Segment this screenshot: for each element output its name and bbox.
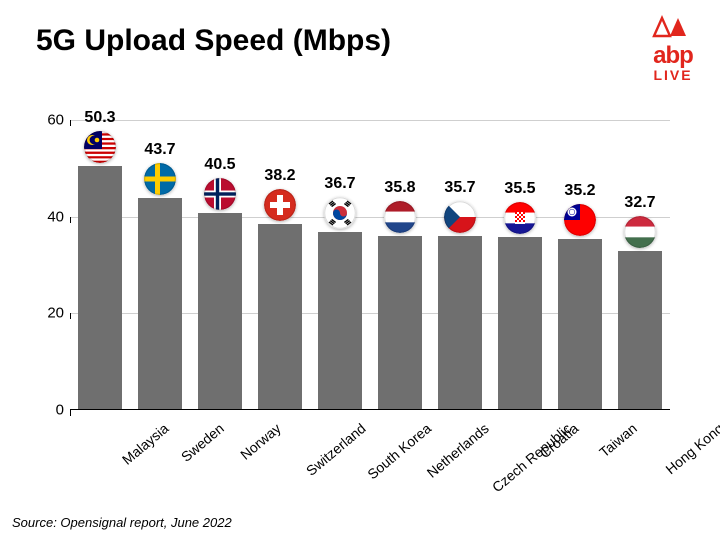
x-axis-label: Sweden xyxy=(178,420,227,465)
bar-value-label: 35.2 xyxy=(564,182,595,200)
bar-value-label: 32.7 xyxy=(624,194,655,212)
x-axis-label: Taiwan xyxy=(596,420,640,460)
abp-live-logo: abp LIVE xyxy=(648,14,698,83)
bar xyxy=(258,224,301,409)
bar-value-label: 50.3 xyxy=(84,109,115,127)
hungary-flag-icon xyxy=(624,216,656,248)
taiwan-flag-icon xyxy=(564,204,596,236)
y-tick-label: 20 xyxy=(36,305,64,322)
croatia-flag-icon xyxy=(504,202,536,234)
switzerland-flag-icon xyxy=(264,189,296,221)
source-attribution: Source: Opensignal report, June 2022 xyxy=(12,515,232,530)
y-tick-label: 60 xyxy=(36,112,64,129)
bar xyxy=(558,239,601,409)
bar xyxy=(378,236,421,409)
bar xyxy=(318,232,361,409)
bar-value-label: 43.7 xyxy=(144,141,175,159)
norway-flag-icon xyxy=(204,178,236,210)
bar-value-label: 35.8 xyxy=(384,179,415,197)
bar xyxy=(498,237,541,409)
malaysia-flag-icon xyxy=(84,131,116,163)
bar xyxy=(138,198,181,409)
x-axis-label: Malaysia xyxy=(119,420,172,468)
x-axis-label: Hong Kong xyxy=(662,420,720,477)
bar xyxy=(438,236,481,409)
bar xyxy=(198,213,241,409)
bar-value-label: 35.5 xyxy=(504,180,535,198)
sweden-flag-icon xyxy=(144,163,176,195)
bar-value-label: 35.7 xyxy=(444,179,475,197)
plot-area: 020406050.3Malaysia43.7Sweden40.5Norway3… xyxy=(70,120,670,410)
bar-value-label: 40.5 xyxy=(204,156,235,174)
bar xyxy=(618,251,661,409)
x-axis-label: Norway xyxy=(237,420,284,463)
bar-value-label: 38.2 xyxy=(264,167,295,185)
logo-text-2: LIVE xyxy=(648,67,698,83)
netherlands-flag-icon xyxy=(384,201,416,233)
gridline xyxy=(70,120,670,121)
x-axis-label: Netherlands xyxy=(424,420,492,481)
bar-chart: 020406050.3Malaysia43.7Sweden40.5Norway3… xyxy=(70,120,670,410)
south-korea-flag-icon xyxy=(324,197,356,229)
logo-mark-icon xyxy=(648,14,698,40)
logo-text-1: abp xyxy=(648,45,698,67)
x-axis-label: Switzerland xyxy=(303,420,369,479)
czech-flag-icon xyxy=(444,201,476,233)
bar xyxy=(78,166,121,409)
y-tick-label: 0 xyxy=(36,402,64,419)
y-tick-label: 40 xyxy=(36,208,64,225)
x-axis-label: South Korea xyxy=(364,420,434,482)
bar-value-label: 36.7 xyxy=(324,175,355,193)
chart-title: 5G Upload Speed (Mbps) xyxy=(36,24,391,58)
